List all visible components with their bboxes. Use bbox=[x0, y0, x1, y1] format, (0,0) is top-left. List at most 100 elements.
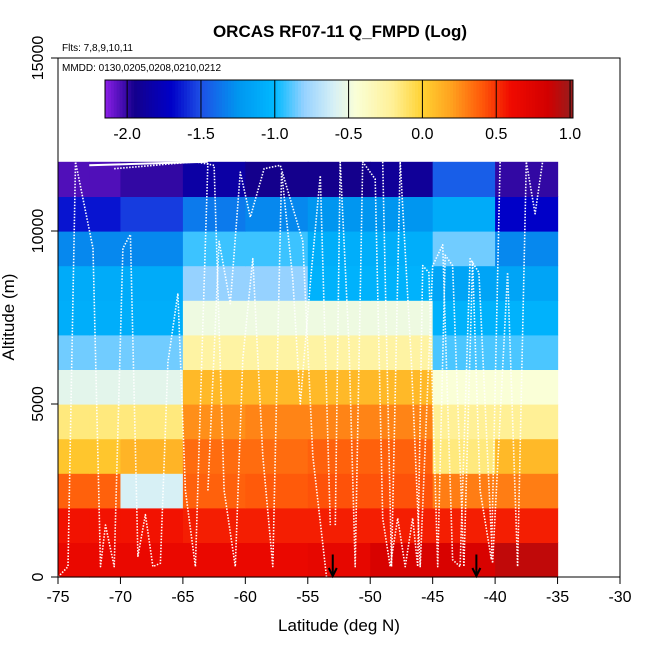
colorbar-segment bbox=[183, 80, 188, 118]
colorbar-segment bbox=[520, 80, 524, 118]
colorbar-segment bbox=[336, 80, 340, 118]
colorbar-segment bbox=[341, 80, 346, 118]
heatmap-cell bbox=[182, 404, 246, 440]
colorbar-segment bbox=[552, 80, 556, 118]
heatmap-cell bbox=[58, 404, 90, 440]
colorbar-segment bbox=[230, 80, 235, 118]
heatmap-cell bbox=[245, 542, 309, 578]
heatmap-cell bbox=[370, 404, 434, 440]
heatmap-cell bbox=[307, 438, 371, 474]
colorbar-segment bbox=[479, 80, 483, 118]
colorbar-tick-label: 0.5 bbox=[485, 126, 507, 143]
location-markers bbox=[327, 554, 482, 579]
heatmap-cell bbox=[432, 161, 496, 197]
colorbar-segment bbox=[467, 80, 472, 118]
heatmap-cell bbox=[432, 369, 496, 405]
colorbar-segment bbox=[344, 80, 349, 118]
heatmap-cell bbox=[58, 507, 90, 543]
heatmap-cell bbox=[495, 196, 559, 232]
heatmap-cell bbox=[370, 507, 434, 543]
colorbar-segment bbox=[306, 80, 311, 118]
colorbar-segment bbox=[438, 80, 442, 118]
heatmap-cell bbox=[307, 542, 371, 578]
colorbar-segment bbox=[464, 80, 469, 118]
colorbar-segment bbox=[298, 80, 302, 118]
heatmap-cell bbox=[307, 334, 371, 370]
heatmap-cell bbox=[182, 369, 246, 405]
heatmap-cell bbox=[495, 404, 559, 440]
colorbar-segment bbox=[178, 80, 182, 118]
colorbar-segment bbox=[160, 80, 164, 118]
colorbar-segment bbox=[271, 80, 276, 118]
colorbar-segment bbox=[163, 80, 167, 118]
colorbar-segment bbox=[400, 80, 404, 118]
colorbar-segment bbox=[330, 80, 334, 118]
heatmap-cell bbox=[182, 196, 246, 232]
colorbar-segment bbox=[412, 80, 416, 118]
colorbar-segment bbox=[529, 80, 533, 118]
colorbar-segment bbox=[201, 80, 205, 118]
colorbar-segment bbox=[441, 80, 445, 118]
colorbar-segment bbox=[505, 80, 510, 118]
colorbar-segment bbox=[450, 80, 454, 118]
x-tick-label: -60 bbox=[234, 589, 257, 606]
colorbar-segment bbox=[292, 80, 296, 118]
colorbar-segment bbox=[347, 80, 352, 118]
heatmap-cell bbox=[432, 334, 496, 370]
colorbar-segment bbox=[280, 80, 284, 118]
x-tick-label: -55 bbox=[296, 589, 319, 606]
colorbar-segment bbox=[277, 80, 281, 118]
colorbar-segment bbox=[140, 80, 144, 118]
colorbar-segment bbox=[368, 80, 372, 118]
heatmap-cell bbox=[120, 369, 184, 405]
colorbar-segment bbox=[514, 80, 518, 118]
heatmap-cell bbox=[120, 404, 184, 440]
heatmap-cell bbox=[58, 473, 90, 509]
dates-note: MMDD: 0130,0205,0208,0210,0212 bbox=[62, 63, 221, 74]
x-tick-label: -50 bbox=[359, 589, 382, 606]
colorbar-segment bbox=[385, 80, 390, 118]
colorbar-segment bbox=[429, 80, 434, 118]
colorbar-segment bbox=[222, 80, 226, 118]
colorbar-segment bbox=[113, 80, 118, 118]
colorbar-segment bbox=[485, 80, 489, 118]
colorbar-segment bbox=[499, 80, 504, 118]
colorbar-segment bbox=[110, 80, 115, 118]
colorbar-segment bbox=[502, 80, 507, 118]
colorbar-segment bbox=[233, 80, 238, 118]
heatmap-cell bbox=[89, 265, 122, 301]
colorbar-segment bbox=[482, 80, 486, 118]
colorbar-segment bbox=[157, 80, 162, 118]
colorbar-segment bbox=[570, 80, 574, 118]
colorbar-segment bbox=[432, 80, 437, 118]
heatmap-cell bbox=[370, 300, 434, 336]
heatmap-cell bbox=[182, 542, 246, 578]
colorbar-segment bbox=[143, 80, 147, 118]
heatmap-cell bbox=[182, 300, 246, 336]
colorbar-segment bbox=[476, 80, 480, 118]
heatmap-cell bbox=[58, 300, 90, 336]
colorbar-segment bbox=[415, 80, 419, 118]
y-axis: 0 5000 10000 15000 bbox=[30, 36, 58, 581]
colorbar-segment bbox=[245, 80, 249, 118]
x-tick-label: -30 bbox=[608, 589, 631, 606]
colorbar-segment bbox=[423, 80, 428, 118]
colorbar-segment bbox=[537, 80, 542, 118]
colorbar-segment bbox=[435, 80, 439, 118]
colorbar-segment bbox=[543, 80, 548, 118]
colorbar-segment bbox=[286, 80, 290, 118]
colorbar-segment bbox=[207, 80, 211, 118]
colorbar-segment bbox=[204, 80, 208, 118]
flight-track bbox=[114, 161, 332, 568]
colorbar-segment bbox=[558, 80, 562, 118]
x-axis-label: Latitude (deg N) bbox=[278, 616, 400, 635]
down-arrow-marker bbox=[471, 554, 482, 579]
heatmap-cell bbox=[370, 265, 434, 301]
flight-track bbox=[207, 164, 328, 578]
heatmap-cell bbox=[182, 473, 246, 509]
colorbar-segment bbox=[488, 80, 492, 118]
colorbar-segment bbox=[496, 80, 501, 118]
colorbar-segment bbox=[257, 80, 261, 118]
heatmap-cell bbox=[245, 161, 309, 197]
